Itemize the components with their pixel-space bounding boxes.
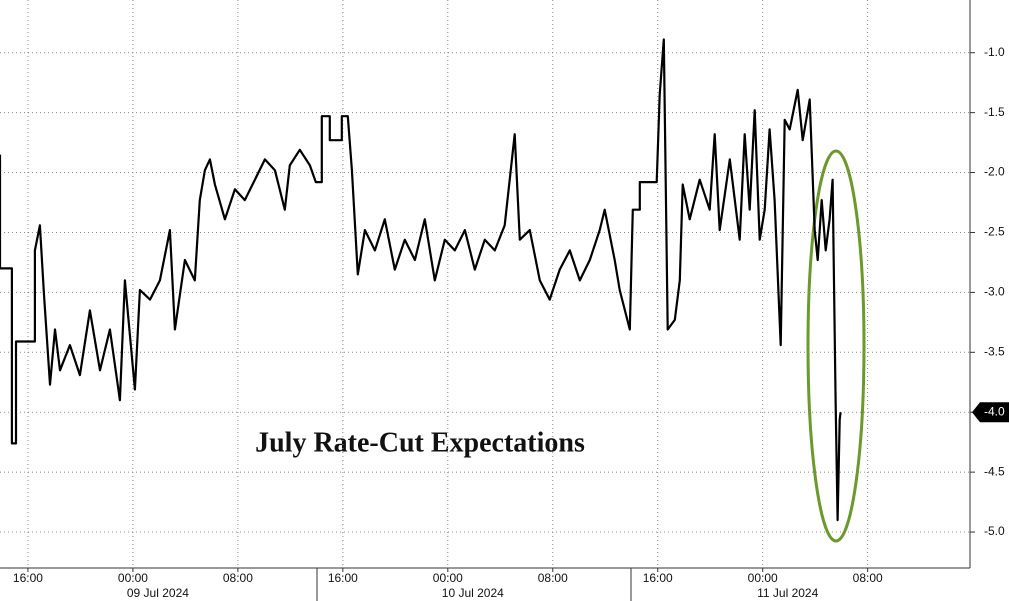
x-tick-label: 00:00 (748, 571, 778, 585)
x-tick-label: 08:00 (853, 571, 883, 585)
line (0, 38, 842, 522)
x-tick-label: 16:00 (643, 571, 673, 585)
x-tick-label: 08:00 (223, 571, 253, 585)
x-tick-label: 00:00 (433, 571, 463, 585)
date-label: 10 Jul 2024 (442, 586, 504, 600)
highlight-ellipse (806, 149, 866, 543)
annotation: July Rate-Cut Expectations (255, 427, 585, 458)
x-tick-label: 16:00 (328, 571, 358, 585)
date-label: 09 Jul 2024 (127, 586, 189, 600)
x-tick-label: 00:00 (118, 571, 148, 585)
y-tick-label: -3.0 (984, 285, 1005, 299)
y-tick-label: -1.0 (984, 45, 1005, 59)
y-tick-label: -4.0 (984, 404, 1005, 418)
x-tick-label: 08:00 (538, 571, 568, 585)
y-tick-label: -2.0 (984, 165, 1005, 179)
last-value-marker (972, 402, 1009, 423)
y-tick-label: -4.5 (984, 464, 1005, 478)
y-tick-label: -2.5 (984, 225, 1005, 239)
y-tick-label: -1.5 (984, 105, 1005, 119)
date-label: 11 Jul 2024 (757, 586, 818, 600)
y-tick-label: -3.5 (984, 344, 1005, 358)
x-tick-label: 16:00 (13, 571, 43, 585)
y-tick-label: -5.0 (984, 524, 1005, 538)
